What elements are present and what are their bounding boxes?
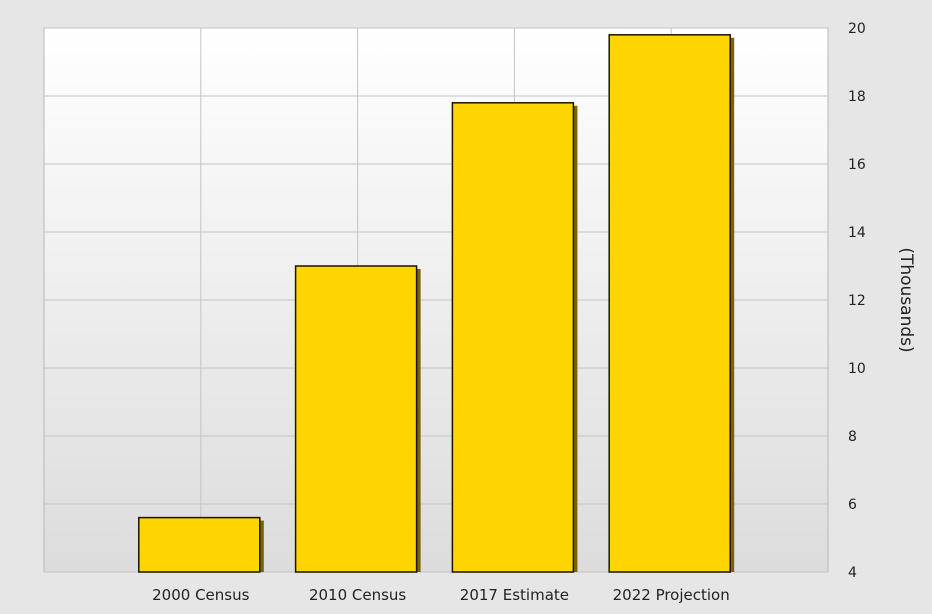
y-tick-label-0: 4 — [848, 565, 857, 581]
bar-3 — [608, 34, 735, 573]
bar-shadow-2 — [572, 105, 578, 573]
y-tick-label-7: 18 — [848, 89, 866, 105]
bar-body-2 — [451, 102, 575, 573]
bar-body-3 — [608, 34, 731, 573]
y-tick-label-6: 16 — [848, 157, 866, 173]
x-axis-labels: 2000 Census 2010 Census 2017 Estimate 2022 … — [152, 586, 730, 604]
bars — [138, 34, 735, 573]
y-tick-label-3: 10 — [848, 361, 866, 377]
bar-0 — [138, 516, 264, 573]
x-category-label-1: 2010 Census — [309, 586, 406, 604]
bar-shadow-1 — [415, 269, 421, 572]
y-tick-label-8: 20 — [848, 21, 866, 37]
bar-body-1 — [294, 265, 418, 573]
y-tick-label-5: 14 — [848, 225, 866, 241]
bar-shadow-0 — [258, 520, 264, 572]
y-axis-title: (Thousands) — [896, 247, 916, 352]
bar-1 — [294, 265, 421, 573]
x-category-label-3: 2022 Projection — [613, 586, 730, 604]
x-category-label-0: 2000 Census — [152, 586, 249, 604]
bar-2 — [451, 102, 578, 573]
bar-shadow-3 — [729, 37, 735, 573]
x-category-label-2: 2017 Estimate — [460, 586, 569, 604]
bar-body-0 — [138, 516, 261, 573]
y-tick-label-1: 6 — [848, 497, 857, 513]
y-axis-ticks: 4 6 8 10 12 14 16 18 20 — [848, 21, 866, 581]
y-tick-label-2: 8 — [848, 429, 857, 445]
y-tick-label-4: 12 — [848, 293, 866, 309]
